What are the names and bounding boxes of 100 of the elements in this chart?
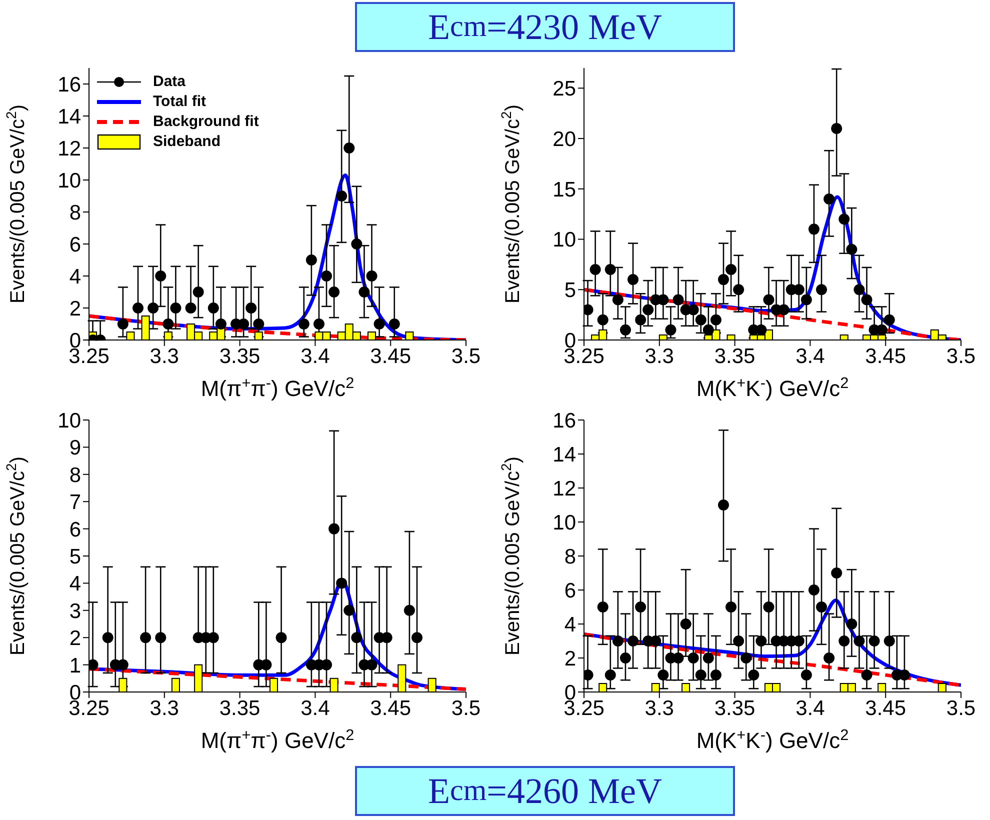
point <box>846 618 858 630</box>
y-tick-label: 4 <box>69 572 82 596</box>
point <box>854 284 865 296</box>
point <box>597 602 608 612</box>
y-tick-label: 12 <box>58 137 81 160</box>
point <box>733 636 744 646</box>
point <box>604 670 616 680</box>
x-tick-label: 3.3 <box>150 344 179 368</box>
point <box>816 602 828 612</box>
y-tick-label: 2 <box>564 647 576 670</box>
point <box>170 302 182 314</box>
point <box>635 602 646 612</box>
point <box>351 632 362 644</box>
point <box>718 274 729 286</box>
x-tick-label: 3.4 <box>300 344 330 368</box>
point <box>763 294 774 306</box>
y-tick-label: 10 <box>552 511 576 534</box>
point <box>861 670 872 680</box>
y-tick-label: 8 <box>69 464 81 487</box>
point <box>695 670 706 680</box>
point <box>816 284 828 296</box>
y-tick-label: 8 <box>564 545 576 568</box>
point <box>861 294 872 306</box>
point <box>628 274 639 286</box>
y-tick-label: 4 <box>69 265 82 288</box>
point <box>642 304 654 316</box>
point <box>117 318 128 330</box>
point <box>695 314 706 326</box>
point <box>374 318 385 330</box>
y-tick-label: 14 <box>58 105 82 128</box>
point <box>831 122 842 134</box>
y-tick-label: 16 <box>552 409 576 432</box>
point <box>321 659 332 670</box>
point <box>162 318 174 330</box>
point <box>884 314 895 326</box>
point <box>208 302 219 314</box>
point <box>155 632 166 644</box>
point <box>276 632 287 644</box>
legend-label: Data <box>153 72 186 92</box>
point <box>366 270 378 282</box>
point <box>854 636 865 646</box>
point <box>155 270 166 282</box>
point <box>612 294 624 306</box>
legend-label: Background fit <box>153 112 259 132</box>
point <box>336 190 348 202</box>
point <box>800 294 812 306</box>
point <box>604 264 616 275</box>
point <box>612 636 624 646</box>
point <box>665 324 676 336</box>
x-tick-label: 3.45 <box>370 344 412 368</box>
point <box>635 314 646 326</box>
point <box>846 244 858 255</box>
y-tick-label: 20 <box>552 128 576 151</box>
point <box>411 632 422 644</box>
point <box>344 604 355 616</box>
point <box>702 652 714 664</box>
y-tick-label: 4 <box>564 613 576 636</box>
y-tick-label: 8 <box>69 201 81 224</box>
point <box>808 224 820 235</box>
point <box>831 568 842 578</box>
point <box>800 670 812 680</box>
y-tick-label: 16 <box>58 73 81 96</box>
point <box>726 602 737 612</box>
point <box>192 286 204 298</box>
x-tick-label: 3.45 <box>865 344 906 368</box>
point <box>763 602 774 612</box>
legend-label: Total fit <box>153 92 206 112</box>
x-tick-label: 3.35 <box>219 344 260 368</box>
y-tick-label: 15 <box>552 178 576 202</box>
point <box>658 294 669 306</box>
x-axis-title: M(K$^{+}$K$^{-}$) GeV/c$^{2}$ <box>696 726 849 753</box>
point <box>132 302 144 314</box>
point <box>868 636 880 646</box>
y-tick-label: 25 <box>552 78 576 101</box>
point <box>808 584 820 596</box>
point <box>620 652 631 664</box>
x-tick-label: 3.45 <box>865 696 906 720</box>
point <box>884 636 895 646</box>
x-tick-label: 3.4 <box>796 344 826 368</box>
point <box>185 302 196 314</box>
point <box>366 659 378 670</box>
x-tick-label: 3.35 <box>219 696 260 720</box>
point <box>597 314 608 326</box>
point <box>748 670 760 680</box>
x-axis-title: M(K$^{+}$K$^{-}$) GeV/c$^{2}$ <box>696 374 849 401</box>
point <box>336 578 348 589</box>
point <box>718 500 729 510</box>
y-tick-label: 3 <box>69 600 81 623</box>
point <box>246 302 257 314</box>
x-tick-label: 3.4 <box>796 696 826 720</box>
y-tick-label: 6 <box>69 233 81 256</box>
point <box>628 636 639 646</box>
y-tick-label: 5 <box>564 279 576 302</box>
point <box>328 523 340 534</box>
x-tick-label: 3.3 <box>644 696 674 720</box>
point <box>733 284 744 296</box>
x-axis-title: M(π$^{+}$π$^{-}$) GeV/c$^{2}$ <box>200 726 354 753</box>
point <box>824 652 835 664</box>
point <box>321 270 332 282</box>
point <box>388 318 400 330</box>
